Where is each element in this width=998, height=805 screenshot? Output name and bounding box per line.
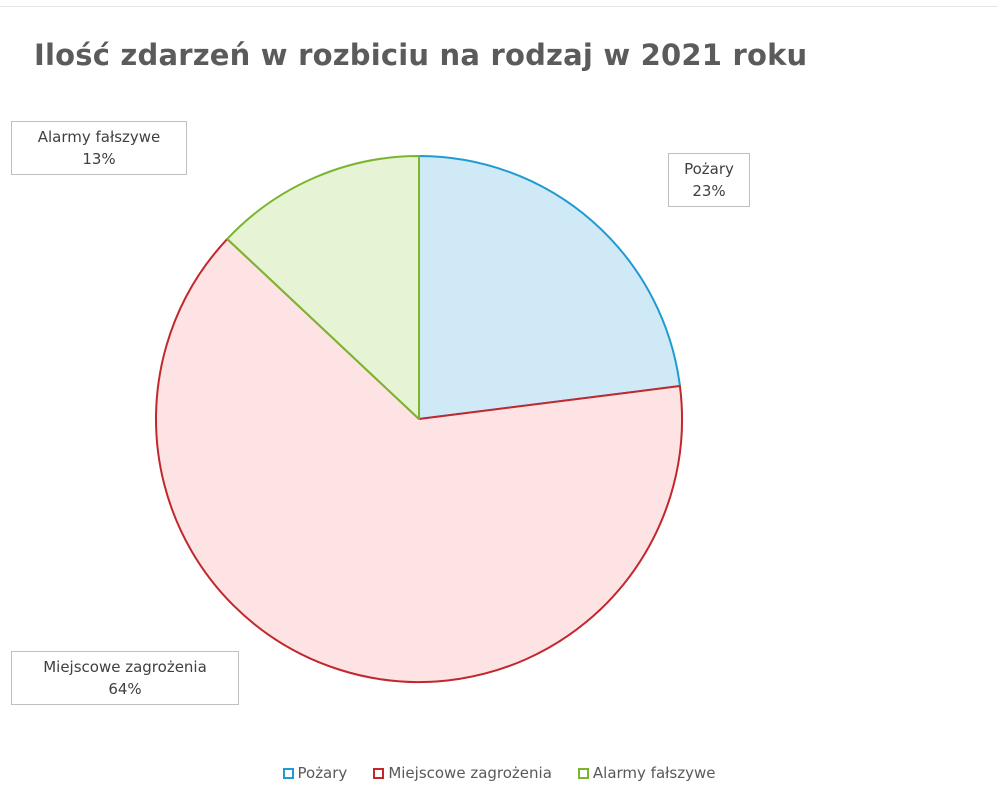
legend-label: Pożary [297,764,348,782]
legend-item-alarmy-falszywe[interactable]: Alarmy fałszywe [577,764,716,782]
legend-label: Miejscowe zagrożenia [388,764,552,782]
legend-item-miejscowe-zagrozenia[interactable]: Miejscowe zagrożenia [373,764,552,782]
data-label-percent: 13% [82,150,116,168]
legend-swatch-pozary [282,767,294,779]
legend-swatch-miejscowe-zagrozenia [373,767,385,779]
data-label-miejscowe-zagrozenia: Miejscowe zagrożenia 64% [11,651,239,705]
chart-title: Ilość zdarzeń w rozbiciu na rodzaj w 202… [34,38,808,72]
legend: Pożary Miejscowe zagrożenia Alarmy fałsz… [0,764,998,782]
legend-label: Alarmy fałszywe [592,764,716,782]
data-label-category: Alarmy fałszywe [37,128,161,146]
data-label-category: Miejscowe zagrożenia [43,658,207,676]
data-label-percent: 23% [692,182,726,200]
slice-pozary[interactable] [418,155,681,420]
data-label-percent: 64% [108,680,142,698]
data-label-category: Pożary [684,160,734,178]
slice-miejscowe-zagrozenia[interactable] [155,237,683,683]
legend-item-pozary[interactable]: Pożary [282,764,348,782]
slice-alarmy-falszywe[interactable] [226,155,420,420]
legend-swatch-alarmy-falszywe [577,767,589,779]
top-rule [0,6,998,7]
data-label-pozary: Pożary 23% [668,153,750,207]
data-label-alarmy-falszywe: Alarmy fałszywe 13% [11,121,187,175]
